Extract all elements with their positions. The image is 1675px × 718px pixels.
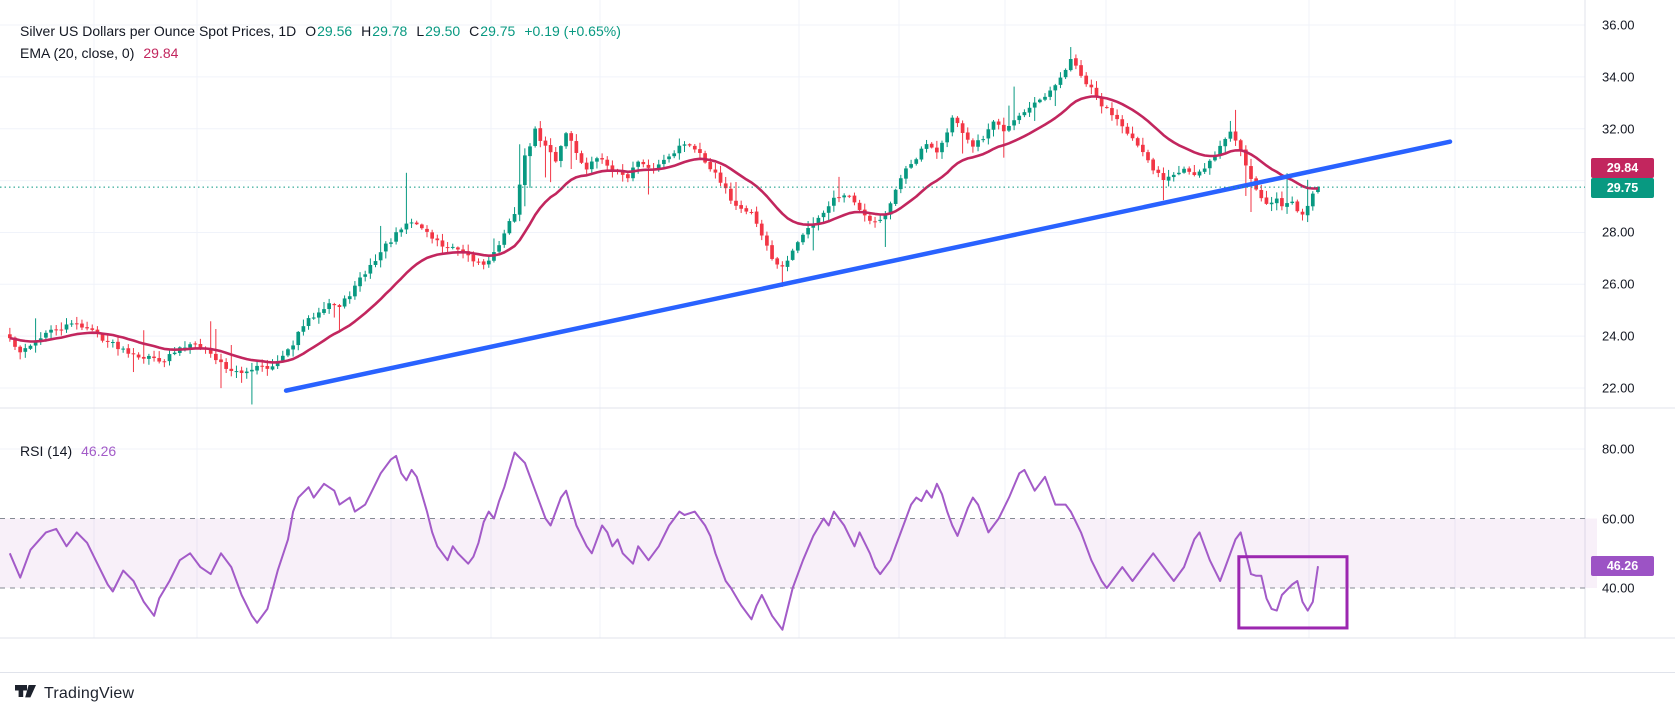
trend-line[interactable] <box>283 139 1453 393</box>
change-value: +0.19 (+0.65%) <box>524 23 621 39</box>
ohlc-open: O 29.56 <box>305 23 353 39</box>
rsi-line[interactable] <box>8 451 1319 631</box>
brand-name: TradingView <box>44 684 135 702</box>
rsi-box-annotation[interactable] <box>1237 555 1349 630</box>
rsi-value-label: 46.26 <box>1591 556 1654 577</box>
symbol-title[interactable]: Silver US Dollars per Ounce Spot Prices,… <box>20 23 297 39</box>
tradingview-icon <box>15 685 36 698</box>
pane-separators <box>0 0 1675 673</box>
ohlc-low: L 29.50 <box>416 23 461 39</box>
time-axis[interactable]: 2024FebAprMayJunAugSep2Nov2025FebMar <box>0 638 1675 673</box>
tradingview-logo[interactable]: TradingView <box>14 683 134 704</box>
rsi-value: 46.26 <box>81 443 117 459</box>
ohlc-close: C 29.75 <box>469 23 516 39</box>
ohlc-high: H 29.78 <box>361 23 408 39</box>
ema-indicator-title[interactable]: EMA (20, close, 0) <box>20 45 135 61</box>
rsi-indicator-title[interactable]: RSI (14) <box>20 443 73 459</box>
rsi-legend[interactable]: RSI (14) 46.26 <box>20 443 116 460</box>
ema-line[interactable] <box>9 95 1319 364</box>
ema-value: 29.84 <box>143 45 179 61</box>
ema-legend[interactable]: EMA (20, close, 0) 29.84 <box>20 45 178 62</box>
candlestick-series <box>8 47 1320 405</box>
last-price-label: 29.75 <box>1591 178 1654 199</box>
rsi-band <box>0 518 1597 588</box>
ema-price-label: 29.84 <box>1591 158 1654 179</box>
symbol-legend[interactable]: Silver US Dollars per Ounce Spot Prices,… <box>20 23 621 40</box>
